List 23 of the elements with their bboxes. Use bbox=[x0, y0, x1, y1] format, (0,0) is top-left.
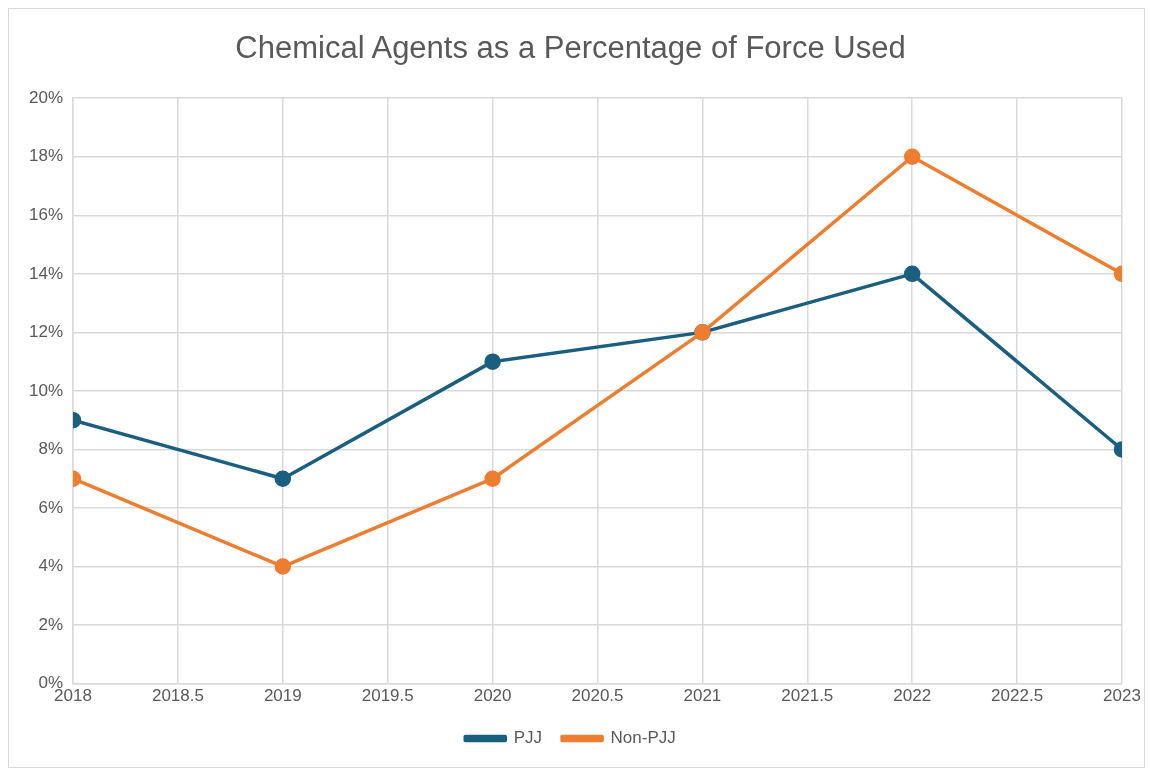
y-tick-label: 4% bbox=[38, 556, 64, 576]
x-tick-label: 2023 bbox=[1103, 686, 1141, 706]
x-tick-label: 2019 bbox=[263, 686, 302, 706]
x-tick-label: 2020.5 bbox=[571, 686, 624, 706]
x-tick-label: 2018.5 bbox=[151, 686, 204, 706]
x-tick-label: 2020 bbox=[473, 686, 512, 706]
y-tick-label: 8% bbox=[38, 439, 64, 459]
y-tick-label: 18% bbox=[28, 146, 64, 166]
y-tick-label: 14% bbox=[28, 263, 64, 283]
y-tick-label: 20% bbox=[28, 87, 64, 107]
y-tick-label: 6% bbox=[38, 497, 64, 517]
y-tick-label: 10% bbox=[28, 380, 64, 400]
x-tick-label: 2022.5 bbox=[991, 686, 1044, 706]
legend-label: Non-PJJ bbox=[610, 728, 676, 748]
y-tick-label: 2% bbox=[38, 614, 64, 634]
x-tick-label: 2021 bbox=[683, 686, 722, 706]
legend-label: PJJ bbox=[513, 728, 543, 748]
y-tick-label: 16% bbox=[28, 204, 64, 224]
x-tick-label: 2019.5 bbox=[361, 686, 414, 706]
chart-title: Chemical Agents as a Percentage of Force Used bbox=[235, 30, 906, 66]
x-tick-label: 2021.5 bbox=[781, 686, 834, 706]
x-tick-label: 2022 bbox=[893, 686, 932, 706]
y-tick-label: 12% bbox=[28, 322, 64, 342]
